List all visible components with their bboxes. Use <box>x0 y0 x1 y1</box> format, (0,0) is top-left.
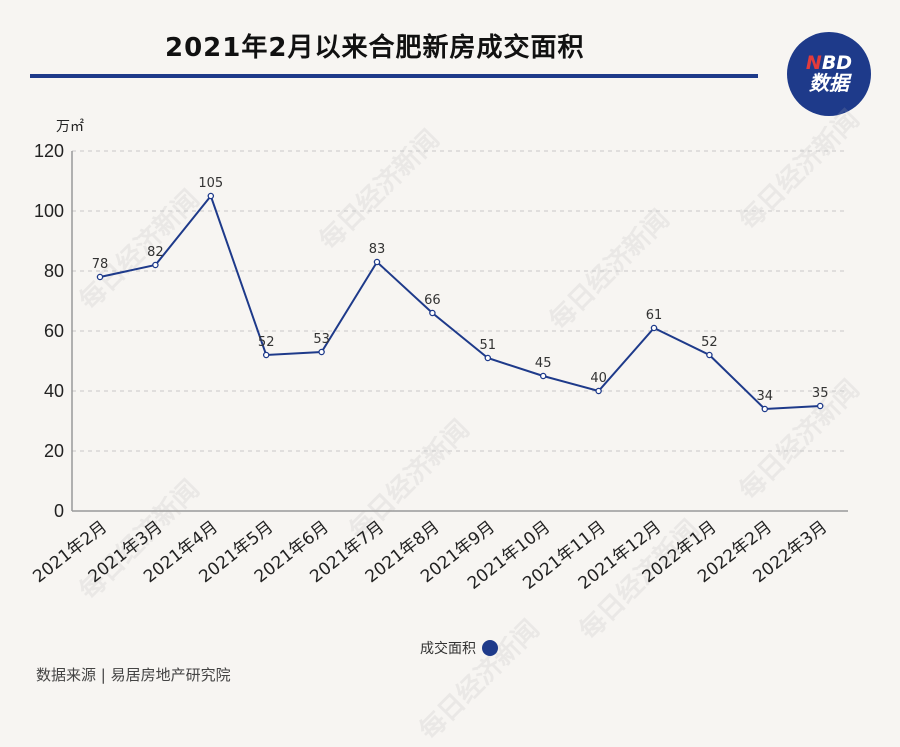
data-label: 52 <box>258 335 275 350</box>
data-label: 105 <box>198 176 223 191</box>
data-label: 78 <box>92 257 109 272</box>
data-label: 34 <box>757 389 774 404</box>
data-label: 83 <box>369 242 386 257</box>
data-label: 40 <box>590 371 607 386</box>
data-label: 35 <box>812 386 829 401</box>
legend-marker <box>482 640 498 656</box>
logo-n: N <box>805 51 822 74</box>
data-label: 66 <box>424 293 441 308</box>
line-chart: 020406080100120万㎡2021年2月2021年3月2021年4月20… <box>29 119 848 594</box>
data-point <box>262 351 270 359</box>
y-tick-label: 0 <box>54 501 64 521</box>
y-tick-label: 120 <box>34 141 64 161</box>
data-point <box>429 309 436 317</box>
legend-label: 成交面积 <box>420 641 476 657</box>
data-point <box>152 261 159 269</box>
data-point <box>706 351 713 359</box>
logo-data-text: 数据 <box>809 71 849 96</box>
data-point <box>207 192 215 200</box>
title-underline <box>30 74 758 78</box>
data-label: 82 <box>147 245 164 260</box>
data-point <box>484 354 492 362</box>
data-point <box>761 405 769 413</box>
y-tick-label: 20 <box>44 441 64 461</box>
data-label: 52 <box>701 335 718 350</box>
y-axis-unit: 万㎡ <box>56 119 84 135</box>
y-tick-label: 100 <box>34 201 64 221</box>
nbd-logo: NBD 数据 <box>787 32 871 116</box>
chart-title: 2021年2月以来合肥新房成交面积 <box>165 33 585 63</box>
data-point <box>373 258 381 266</box>
data-label: 53 <box>313 332 330 347</box>
data-point <box>318 348 325 356</box>
y-tick-label: 80 <box>44 261 64 281</box>
legend: 成交面积 <box>420 638 498 658</box>
data-label: 45 <box>535 356 552 371</box>
data-point <box>650 324 658 332</box>
data-point <box>816 402 824 410</box>
data-label: 61 <box>646 308 663 323</box>
y-tick-label: 60 <box>44 321 64 341</box>
series-line <box>99 193 821 411</box>
data-source: 数据来源 | 易居房地产研究院 <box>36 666 231 684</box>
data-label: 51 <box>480 338 497 353</box>
y-tick-label: 40 <box>44 381 64 401</box>
data-point <box>595 387 602 395</box>
logo-bd: BD <box>821 51 853 74</box>
data-point <box>96 273 104 281</box>
data-point <box>539 372 547 380</box>
